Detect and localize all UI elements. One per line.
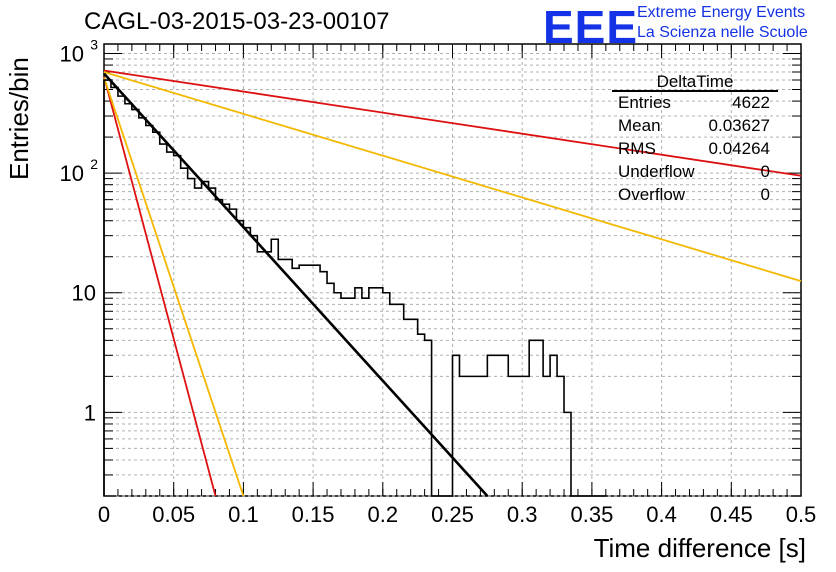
x-tick-label: 0.15 (292, 502, 335, 527)
x-tick-label: 0.05 (152, 502, 195, 527)
x-tick-label: 0.25 (431, 502, 474, 527)
stats-value: 0.03627 (708, 116, 770, 135)
x-tick-label: 0.45 (710, 502, 753, 527)
stats-box: DeltaTime Entries 4622 Mean 0.03627 RMS … (612, 68, 778, 210)
line-red (103, 69, 802, 177)
stats-divider (612, 90, 778, 92)
logo-line-1: Extreme Energy Events (637, 4, 806, 21)
fit-lines (103, 69, 802, 497)
stats-row-mean: Mean 0.03627 (618, 116, 770, 138)
stats-key: Overflow (618, 185, 686, 204)
y-tick-label: 10 (60, 41, 84, 66)
x-tick-label: 0.5 (786, 502, 817, 527)
eee-logo: EEE Extreme Energy Events La Scienza nel… (543, 1, 833, 53)
x-axis-label: Time difference [s] (593, 533, 806, 563)
stats-key: Mean (618, 116, 661, 135)
logo-line-2: La Scienza nelle Scuole (637, 24, 808, 41)
stats-value: 0 (760, 185, 770, 204)
stats-row-overflow: Overflow 0 (618, 185, 770, 207)
stats-row-underflow: Underflow 0 (618, 162, 770, 184)
line-yellow (103, 71, 802, 283)
histogram-title: CAGL-03-2015-03-23-00107 (84, 8, 390, 35)
stats-row-rms: RMS 0.04264 (618, 139, 770, 161)
x-tick-label: 0.4 (646, 502, 677, 527)
stats-title: DeltaTime (656, 72, 734, 91)
histogram-bars (103, 79, 606, 497)
x-tick-label: 0.1 (228, 502, 259, 527)
stats-key: Underflow (618, 162, 695, 181)
x-tick-label: 0.3 (507, 502, 538, 527)
x-tick-label: 0.2 (368, 502, 399, 527)
stats-row-entries: Entries 4622 (618, 93, 770, 115)
y-axis-label: Entries/bin (4, 57, 34, 180)
stats-value: 0 (760, 162, 770, 181)
stats-value: 0.04264 (708, 139, 770, 158)
line-red (103, 76, 217, 497)
x-tick-label: 0 (98, 502, 110, 527)
histogram-step-line (103, 79, 606, 497)
line-fit (103, 72, 489, 497)
x-tick-label: 0.35 (570, 502, 613, 527)
y-tick-label: 1 (84, 400, 96, 425)
stats-value: 4622 (732, 93, 770, 112)
x-axis-ticks: 0 0.05 0.1 0.15 0.2 0.25 0.3 0.35 0.4 0.45 0.5 (98, 44, 816, 527)
line-yellow (103, 77, 245, 497)
logo-mark: EEE (543, 1, 639, 53)
y-tick-label: 10 (72, 281, 96, 306)
stats-key: Entries (618, 93, 671, 112)
stats-key: RMS (618, 139, 656, 158)
y-tick-label: 10 (60, 161, 84, 186)
y-axis-ticks: 1 10 10 2 10 3 (60, 36, 801, 497)
y-tick-exponent: 2 (90, 156, 98, 172)
y-tick-exponent: 3 (90, 36, 98, 52)
